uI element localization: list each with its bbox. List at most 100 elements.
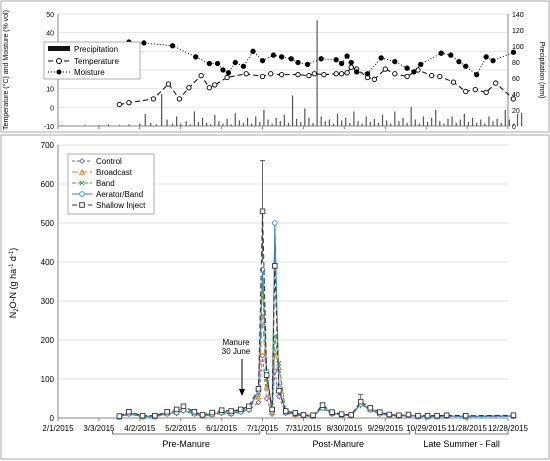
temperature-point	[437, 73, 443, 80]
top-right-tick-label: 120	[512, 28, 524, 35]
precip-bar	[304, 108, 306, 126]
temperature-point	[176, 96, 183, 102]
precip-bar	[414, 119, 416, 126]
precip-bar	[369, 122, 371, 126]
precip-bar	[484, 123, 486, 126]
moisture-point	[392, 58, 398, 65]
top-left-tick-label: 40	[46, 31, 54, 38]
precip-bar	[279, 121, 281, 126]
moisture-point	[438, 50, 444, 56]
control-line	[119, 355, 514, 418]
shallow-inject-point	[300, 412, 307, 418]
top-left-tick-label: 10	[46, 87, 54, 94]
legend-band-marker-stroke	[79, 180, 85, 186]
precip-bar	[210, 124, 212, 126]
precip-bar	[107, 124, 110, 126]
temperature-point	[472, 86, 478, 93]
period-label: Post-Manure	[312, 439, 364, 449]
precip-bar	[488, 116, 490, 126]
legend-precipitation-swatch	[48, 46, 70, 51]
moisture-point	[259, 58, 266, 64]
shallow-inject-point	[396, 412, 402, 419]
legend-temperature-label: Temperature	[74, 57, 119, 66]
top-left-tick-label: -10	[44, 124, 54, 131]
precip-bar	[435, 110, 437, 126]
moisture-point	[318, 56, 324, 62]
legend-aerator-band-marker	[79, 191, 85, 197]
precip-bar	[447, 118, 449, 126]
precip-bar	[394, 111, 396, 126]
precip-bar	[463, 114, 465, 126]
shallow-inject-point	[228, 408, 234, 414]
precip-bar	[361, 123, 363, 126]
moisture-point	[418, 61, 424, 68]
precip-bar	[373, 118, 375, 126]
temperature-point	[224, 74, 230, 81]
precip-bar	[324, 121, 326, 126]
aerator-band-line	[119, 222, 514, 418]
moisture-point	[364, 71, 371, 77]
shallow-inject-point	[510, 412, 517, 419]
top-series	[116, 39, 517, 108]
temperature-point	[450, 79, 457, 85]
precip-bar	[443, 123, 445, 126]
bottom-x-tick-label: 6/1/2015	[206, 424, 238, 433]
bottom-panel-frame	[0, 134, 550, 460]
precip-bar	[118, 125, 120, 126]
moisture-point	[295, 59, 301, 66]
shallow-inject-point	[173, 406, 180, 413]
precip-bar	[259, 122, 261, 126]
temperature-point	[150, 96, 157, 102]
precip-bar	[431, 118, 433, 126]
precip-bar	[365, 116, 367, 126]
moisture-point	[206, 60, 213, 67]
moisture-point	[448, 52, 454, 58]
precip-bar	[206, 122, 208, 126]
legend-control-marker	[79, 158, 85, 164]
precip-bar	[476, 122, 478, 126]
top-right-tick-label: 40	[512, 92, 520, 99]
precip-bar	[197, 122, 200, 126]
legend-broadcast-label: Broadcast	[96, 168, 133, 177]
top-panel-frame	[0, 0, 550, 133]
bottom-x-tick-label: 7/31/2015	[286, 424, 322, 433]
control-point	[275, 393, 282, 400]
moisture-point	[250, 48, 256, 54]
moisture-point	[141, 40, 147, 46]
temperature-point	[259, 73, 266, 80]
temperature-point	[392, 71, 398, 77]
top-right-axis-label: Precipitation (mm)	[538, 42, 545, 99]
shallow-inject-point	[329, 409, 335, 415]
temperature-point	[278, 72, 285, 78]
shallow-inject-point	[282, 408, 289, 414]
temperature-point	[186, 85, 192, 91]
temperature-point	[243, 71, 249, 77]
precip-bar	[287, 122, 290, 126]
broadcast-point	[255, 393, 262, 400]
temperature-point	[483, 89, 489, 96]
shallow-inject-point	[259, 208, 266, 215]
period-bracket	[414, 431, 509, 435]
temperature-point	[344, 70, 350, 76]
precip-bar	[320, 116, 322, 126]
control-point	[255, 399, 262, 406]
moisture-point	[353, 69, 360, 75]
precip-bar	[275, 118, 277, 126]
temperature-point	[206, 85, 213, 91]
precip-bar	[439, 121, 441, 126]
bottom-y-tick-label: 400	[41, 258, 55, 267]
precip-bar	[242, 122, 245, 126]
legend-precipitation-label: Precipitation	[74, 45, 118, 54]
temperature-point	[126, 100, 132, 106]
bottom-legend: Control Broadcast Band Aerator/Band Shallow …	[67, 153, 155, 215]
temperature-point	[493, 80, 499, 86]
band-point	[276, 360, 282, 367]
precip-bar	[426, 122, 429, 126]
precip-bar	[161, 94, 163, 126]
precip-bar	[61, 125, 63, 126]
bottom-x-tick-label: 9/29/2015	[367, 424, 403, 433]
precip-bar	[218, 121, 220, 126]
precip-bar	[328, 119, 330, 126]
moisture-point	[404, 65, 410, 71]
temperature-point	[295, 72, 301, 78]
